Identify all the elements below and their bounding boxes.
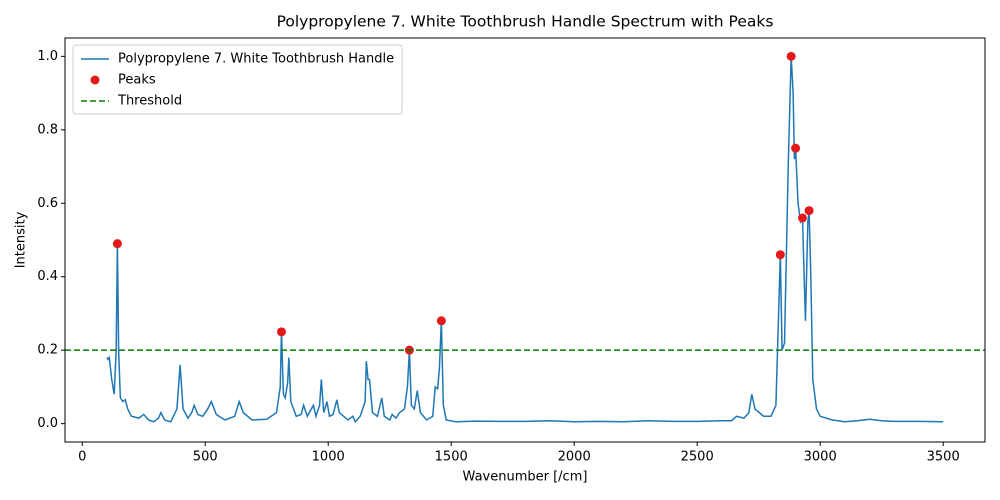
peak-point (112, 239, 122, 249)
x-tick-label: 1000 (312, 450, 345, 465)
peak-point (786, 51, 796, 61)
x-tick-label: 0 (78, 450, 86, 465)
y-tick-label: 0.6 (37, 196, 58, 211)
x-tick-label: 2500 (681, 450, 714, 465)
y-axis-label: Intensity (14, 211, 29, 268)
x-tick-label: 500 (193, 450, 218, 465)
peak-point (804, 206, 814, 216)
y-tick-label: 0.4 (37, 269, 58, 284)
legend-box (72, 44, 403, 115)
y-tick-label: 0.0 (37, 416, 58, 431)
x-tick-label: 3000 (804, 450, 837, 465)
legend-label: Polypropylene 7. White Toothbrush Handle (118, 52, 394, 67)
axes-frame (64, 37, 986, 443)
peak-point (797, 213, 807, 223)
y-tick-label: 1.0 (37, 49, 58, 64)
x-axis-label: Wavenumber [/cm] (463, 470, 588, 485)
x-tick-label: 1500 (435, 450, 468, 465)
peak-point (775, 250, 785, 260)
legend-swatch (90, 75, 100, 85)
peak-point (436, 316, 446, 326)
spectrum-line (106, 56, 944, 424)
chart-title: Polypropylene 7. White Toothbrush Handle… (277, 13, 774, 31)
legend-label: Threshold (117, 94, 182, 109)
y-tick-label: 0.2 (37, 343, 58, 358)
peak-point (791, 143, 801, 153)
x-tick-label: 2000 (558, 450, 591, 465)
y-tick-label: 0.8 (37, 122, 58, 137)
legend-label: Peaks (118, 73, 156, 88)
x-tick-label: 3500 (927, 450, 960, 465)
peak-point (276, 327, 286, 337)
